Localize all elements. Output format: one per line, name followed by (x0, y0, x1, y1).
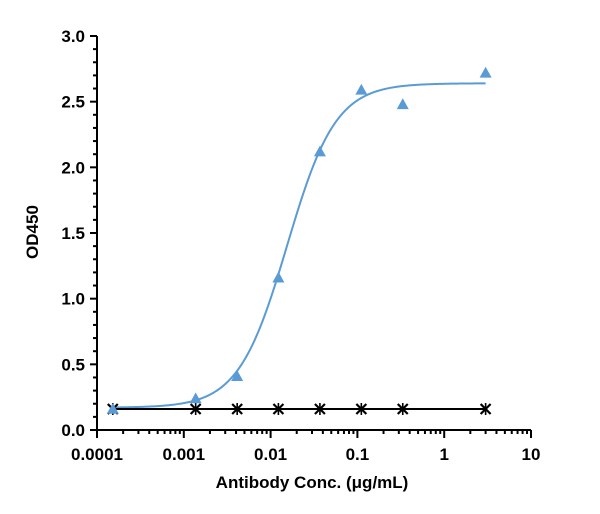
triangle-marker (189, 392, 202, 404)
x-marker (479, 402, 492, 415)
axes: 0.0 0.5 1.0 1.5 2.0 2.5 3.0 0.0001 0.001 0.01 0.1 1… (61, 27, 540, 464)
y-tick-label: 0.0 (61, 421, 85, 440)
y-tick-label: 1.0 (61, 290, 85, 309)
y-tick-label: 0.5 (61, 355, 85, 374)
x-tick-label: 10 (522, 445, 541, 464)
data-markers (106, 66, 492, 415)
y-tick-label: 2.0 (61, 158, 85, 177)
triangle-marker (313, 145, 326, 157)
x-marker (231, 402, 243, 415)
x-marker (314, 402, 326, 415)
x-marker (272, 402, 285, 415)
y-tick-label: 1.5 (61, 224, 85, 243)
y-tick-label: 2.5 (61, 93, 85, 112)
x-axis-title: Antibody Conc. (μg/mL) (216, 473, 409, 492)
x-tick-label: 1 (439, 445, 448, 464)
triangle-marker (479, 66, 492, 78)
fit-curve-blue (112, 82, 486, 409)
triangle-marker (272, 271, 285, 283)
x-tick-label: 0.1 (346, 445, 370, 464)
fit-curves (112, 82, 486, 410)
x-marker (396, 402, 409, 415)
x-tick-label: 0.001 (163, 445, 206, 464)
triangle-marker (106, 402, 119, 414)
triangle-marker (355, 83, 368, 95)
x-marker (189, 402, 202, 415)
x-tick-label: 0.01 (254, 445, 287, 464)
x-marker (355, 402, 368, 415)
triangle-marker (231, 370, 244, 381)
y-axis-title: OD450 (23, 205, 42, 259)
x-tick-label: 0.0001 (71, 445, 123, 464)
triangle-marker (396, 98, 409, 110)
y-tick-label: 3.0 (61, 27, 85, 46)
